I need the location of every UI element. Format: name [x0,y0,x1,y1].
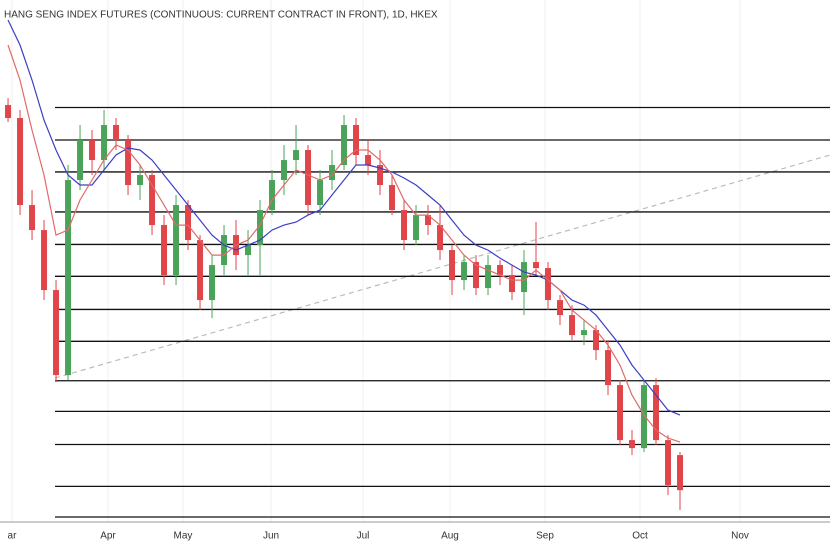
candle-body [353,125,360,156]
candle-body [557,300,564,316]
candle-body [149,175,156,226]
candle-body [185,205,192,241]
moving-average-line [7,19,681,416]
candle-body [497,265,504,276]
candle-body [377,165,384,186]
candle-body [425,215,432,226]
candle-body [533,262,540,269]
candle-body [401,210,408,241]
candle-body [209,265,216,301]
candle-body [41,230,48,291]
candle-body [629,440,636,449]
candle-body [485,265,492,289]
candle-body [173,205,180,276]
candle-body [89,140,96,161]
candle-body [29,205,36,231]
candle-body [317,180,324,206]
candle-body [53,290,60,376]
candle-body [677,455,684,491]
candle-body [101,125,108,161]
candle-body [437,225,444,251]
x-tick-label: Nov [731,531,749,542]
candle-body [329,165,336,181]
x-tick-label: May [174,531,193,542]
candle-body [77,140,84,181]
candle-body [245,245,252,256]
chart-title: HANG SENG INDEX FUTURES (CONTINUOUS: CUR… [4,10,438,21]
candle-body [473,262,480,289]
candle-body [113,125,120,141]
x-tick-label: Sep [536,531,554,542]
candle-body [257,210,264,246]
candle-body [605,350,612,386]
candle-body [653,385,660,441]
candle-body [125,140,132,186]
x-tick-label: Jul [357,531,370,542]
candle-body [569,315,576,336]
candle-body [461,262,468,281]
candle-body [341,125,348,166]
candle-body [449,250,456,281]
candle-body [521,262,528,293]
candle-body [161,225,168,276]
x-tick-label: ar [8,531,18,542]
candle-body [617,385,624,441]
candle-body [293,150,300,161]
candle-body [305,150,312,206]
candle-body [545,268,552,301]
candle-body [413,215,420,241]
candle-body [269,180,276,211]
candle-body [197,240,204,301]
x-tick-label: Aug [441,531,459,542]
candle-body [221,235,228,266]
candle-body [137,175,144,186]
candle-body [509,275,516,293]
x-tick-label: Apr [100,531,116,542]
candle-body [593,330,600,351]
candle-body [581,330,588,336]
candle-body [65,180,72,376]
candle-body [5,105,12,119]
candle-body [665,440,672,486]
moving-average-line [7,44,681,443]
candle-body [389,185,396,211]
x-tick-label: Jun [263,531,279,542]
candle-body [17,118,24,206]
candle-body [641,385,648,449]
candle-body [281,160,288,181]
candle-body [365,155,372,166]
x-tick-label: Oct [632,531,648,542]
